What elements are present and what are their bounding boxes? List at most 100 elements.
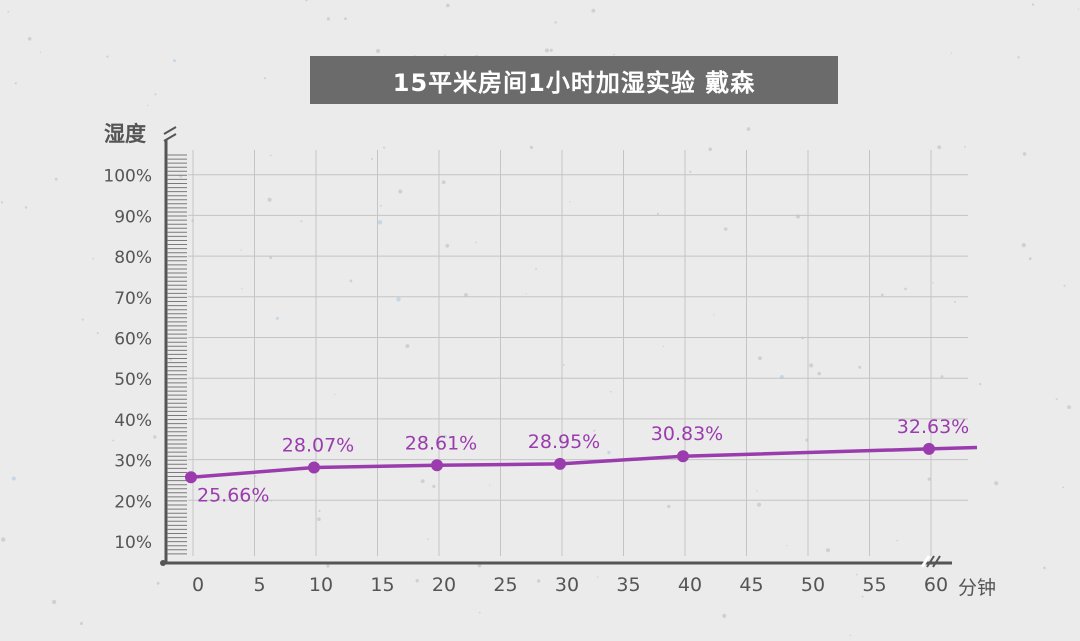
speck <box>179 175 183 179</box>
data-point <box>677 450 689 463</box>
speck <box>596 576 599 578</box>
speck <box>326 564 330 568</box>
speck <box>713 314 715 316</box>
speck <box>591 8 596 13</box>
x-tick-label: 15 <box>370 574 394 596</box>
speck <box>51 599 57 605</box>
speck <box>380 204 382 207</box>
speck <box>269 256 273 260</box>
speck <box>1021 243 1026 248</box>
speck <box>994 481 999 486</box>
data-labels: 25.66% 28.07% 28.61% 28.95% 30.83% 32.63% <box>197 416 969 506</box>
speck <box>344 17 347 20</box>
speck <box>756 490 758 492</box>
x-axis-label: 分钟 <box>958 577 997 599</box>
speck <box>398 189 403 194</box>
data-label: 25.66% <box>197 484 269 506</box>
speck <box>80 622 83 625</box>
speck <box>427 538 429 540</box>
speck <box>477 563 482 568</box>
speck <box>432 484 436 488</box>
speck <box>786 544 788 547</box>
speck <box>880 293 884 297</box>
speck <box>446 3 450 8</box>
speck <box>1055 398 1058 401</box>
speck <box>24 206 28 209</box>
speck <box>254 475 257 478</box>
speck <box>662 345 665 348</box>
y-tick-label: 20% <box>114 492 152 512</box>
speck <box>1043 566 1046 570</box>
data-point <box>185 471 197 484</box>
speck <box>950 52 953 54</box>
speck <box>106 55 109 58</box>
speck <box>475 241 477 244</box>
x-tick-label: 55 <box>862 574 886 596</box>
speck <box>7 10 10 13</box>
speck <box>667 504 671 509</box>
speck <box>267 197 272 202</box>
speck <box>817 371 821 376</box>
speck <box>979 382 982 386</box>
y-axis-ruler <box>163 126 187 563</box>
speck <box>349 279 353 283</box>
speck <box>39 51 42 54</box>
y-tick-label: 40% <box>114 411 152 431</box>
y-tick-label: 80% <box>114 248 152 268</box>
speck <box>722 613 727 618</box>
speck <box>613 53 615 56</box>
x-tick-label: 45 <box>739 574 763 596</box>
x-tick-label: 30 <box>555 574 579 596</box>
speck <box>554 21 557 24</box>
data-point <box>923 442 935 455</box>
speck <box>723 227 728 231</box>
speck <box>549 48 553 52</box>
speck <box>1 537 6 542</box>
y-axis-label: 湿度 <box>104 122 146 146</box>
speck <box>1022 152 1027 156</box>
axis-origin-dot <box>160 560 166 566</box>
speck <box>0 201 4 204</box>
speck <box>269 154 272 157</box>
x-tick-label: 20 <box>432 574 456 596</box>
y-tick-labels: 10% 20% 30% 40% 50% 60% 70% 80% 90% 100% <box>103 167 152 553</box>
speck <box>371 157 373 160</box>
axis-break-gap <box>920 555 931 568</box>
speck <box>544 48 549 53</box>
speck <box>849 634 852 637</box>
data-label: 28.61% <box>405 432 477 454</box>
speck <box>593 429 596 432</box>
speck <box>610 390 612 393</box>
horizontal-gridlines <box>188 174 968 501</box>
x-tick-label: 0 <box>192 574 204 596</box>
data-point <box>308 461 320 474</box>
speck <box>809 363 814 368</box>
speck <box>932 282 934 284</box>
speck <box>147 104 149 107</box>
speck <box>1067 405 1071 409</box>
speck <box>92 257 95 260</box>
speck <box>964 145 966 148</box>
speck <box>172 59 176 63</box>
speck <box>708 147 712 151</box>
x-tick-label: 40 <box>678 574 702 596</box>
speck <box>441 180 446 185</box>
speck <box>525 293 527 295</box>
data-points <box>185 442 935 484</box>
speck <box>333 393 336 396</box>
x-tick-label: 60 <box>924 574 948 596</box>
speck <box>443 434 447 439</box>
speck <box>758 356 762 361</box>
y-tick-label: 100% <box>103 167 152 187</box>
speck <box>415 579 419 583</box>
axis-break-mark <box>926 555 935 568</box>
speck <box>81 318 84 321</box>
speck <box>746 127 751 131</box>
speck <box>607 450 611 455</box>
speck <box>896 539 898 542</box>
speck <box>263 77 267 80</box>
x-tick-labels: 0 5 10 15 20 25 30 35 40 45 50 55 60 <box>192 574 948 596</box>
speck <box>1031 3 1035 6</box>
speck <box>1062 486 1065 489</box>
